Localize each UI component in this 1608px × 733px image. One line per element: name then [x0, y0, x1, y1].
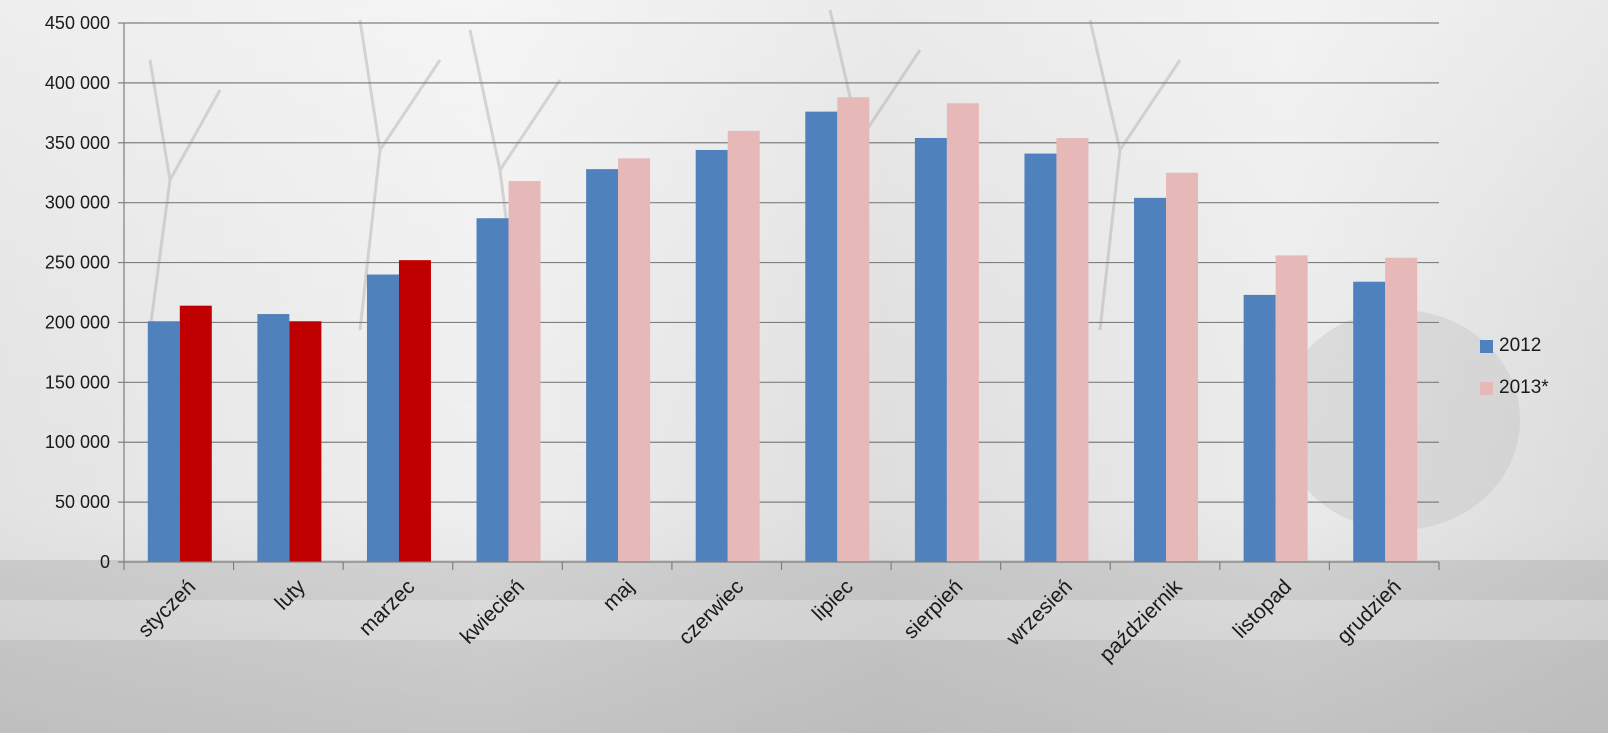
bar-2012 — [586, 169, 619, 562]
y-tick-label: 450 000 — [45, 13, 110, 33]
legend-swatch-2012 — [1480, 339, 1493, 353]
legend-item-2012: 2012 — [1480, 333, 1549, 359]
bar-2013 — [618, 158, 651, 563]
bar-2012 — [1024, 153, 1057, 562]
y-tick-label: 100 000 — [45, 432, 110, 452]
bar-2012 — [366, 274, 399, 562]
y-tick-label: 150 000 — [45, 372, 110, 392]
x-tick-label: lipiec — [808, 575, 858, 625]
y-tick-label: 350 000 — [45, 133, 110, 153]
y-tick-label: 250 000 — [45, 253, 110, 273]
gridlines — [124, 22, 1439, 503]
bar-2013 — [398, 260, 431, 562]
x-tick-label: kwiecień — [456, 575, 529, 648]
bar-2012 — [257, 314, 290, 562]
bar-2013 — [727, 130, 760, 563]
y-tick-labels: 0 50 000 100 000 150 000 200 000 250 000 300 0… — [45, 13, 110, 572]
bar-2013 — [1056, 137, 1089, 562]
bar-2013 — [508, 181, 541, 562]
bar-2012 — [476, 218, 509, 562]
bar-2012 — [1243, 294, 1276, 562]
y-tick-label: 50 000 — [55, 492, 110, 512]
x-tick-label: czerwiec — [674, 575, 748, 649]
legend: 2012 2013* — [1480, 333, 1549, 417]
y-tick-label: 400 000 — [45, 73, 110, 93]
y-tick-label: 200 000 — [45, 312, 110, 332]
bar-2013 — [1275, 255, 1308, 562]
x-tick-label: maj — [598, 575, 638, 615]
axes — [118, 22, 1440, 570]
bar-2013 — [1385, 257, 1418, 562]
x-tick-label: luty — [271, 575, 311, 615]
bar-2012 — [695, 149, 728, 562]
bar-2013 — [289, 321, 322, 562]
x-tick-label: styczeń — [134, 575, 201, 642]
bar-2013 — [1166, 172, 1199, 562]
bars — [147, 97, 1418, 563]
y-tick-label: 300 000 — [45, 193, 110, 213]
x-tick-label: październik — [1095, 575, 1187, 667]
x-tick-label: wrzesień — [1001, 575, 1077, 651]
bar-2012 — [805, 111, 838, 562]
x-tick-labels: styczeń luty marzec kwiecień maj czerwiec lipi… — [134, 575, 1406, 667]
x-tick-label: marzec — [355, 575, 420, 640]
bar-2013 — [946, 103, 979, 563]
x-tick-label: grudzień — [1333, 575, 1406, 648]
bar-2012 — [147, 321, 180, 562]
x-tick-label: listopad — [1229, 575, 1296, 642]
bar-2013 — [837, 97, 870, 563]
legend-swatch-2013 — [1480, 381, 1493, 395]
legend-item-2013: 2013* — [1480, 375, 1549, 401]
legend-label-2013: 2013* — [1499, 377, 1549, 398]
y-tick-label: 0 — [100, 552, 110, 572]
bar-2012 — [1134, 197, 1167, 562]
bar-2013 — [179, 305, 212, 562]
bar-2012 — [1353, 281, 1386, 562]
bar-2012 — [914, 137, 947, 562]
x-tick-label: sierpień — [899, 575, 967, 643]
legend-label-2012: 2012 — [1499, 335, 1542, 356]
